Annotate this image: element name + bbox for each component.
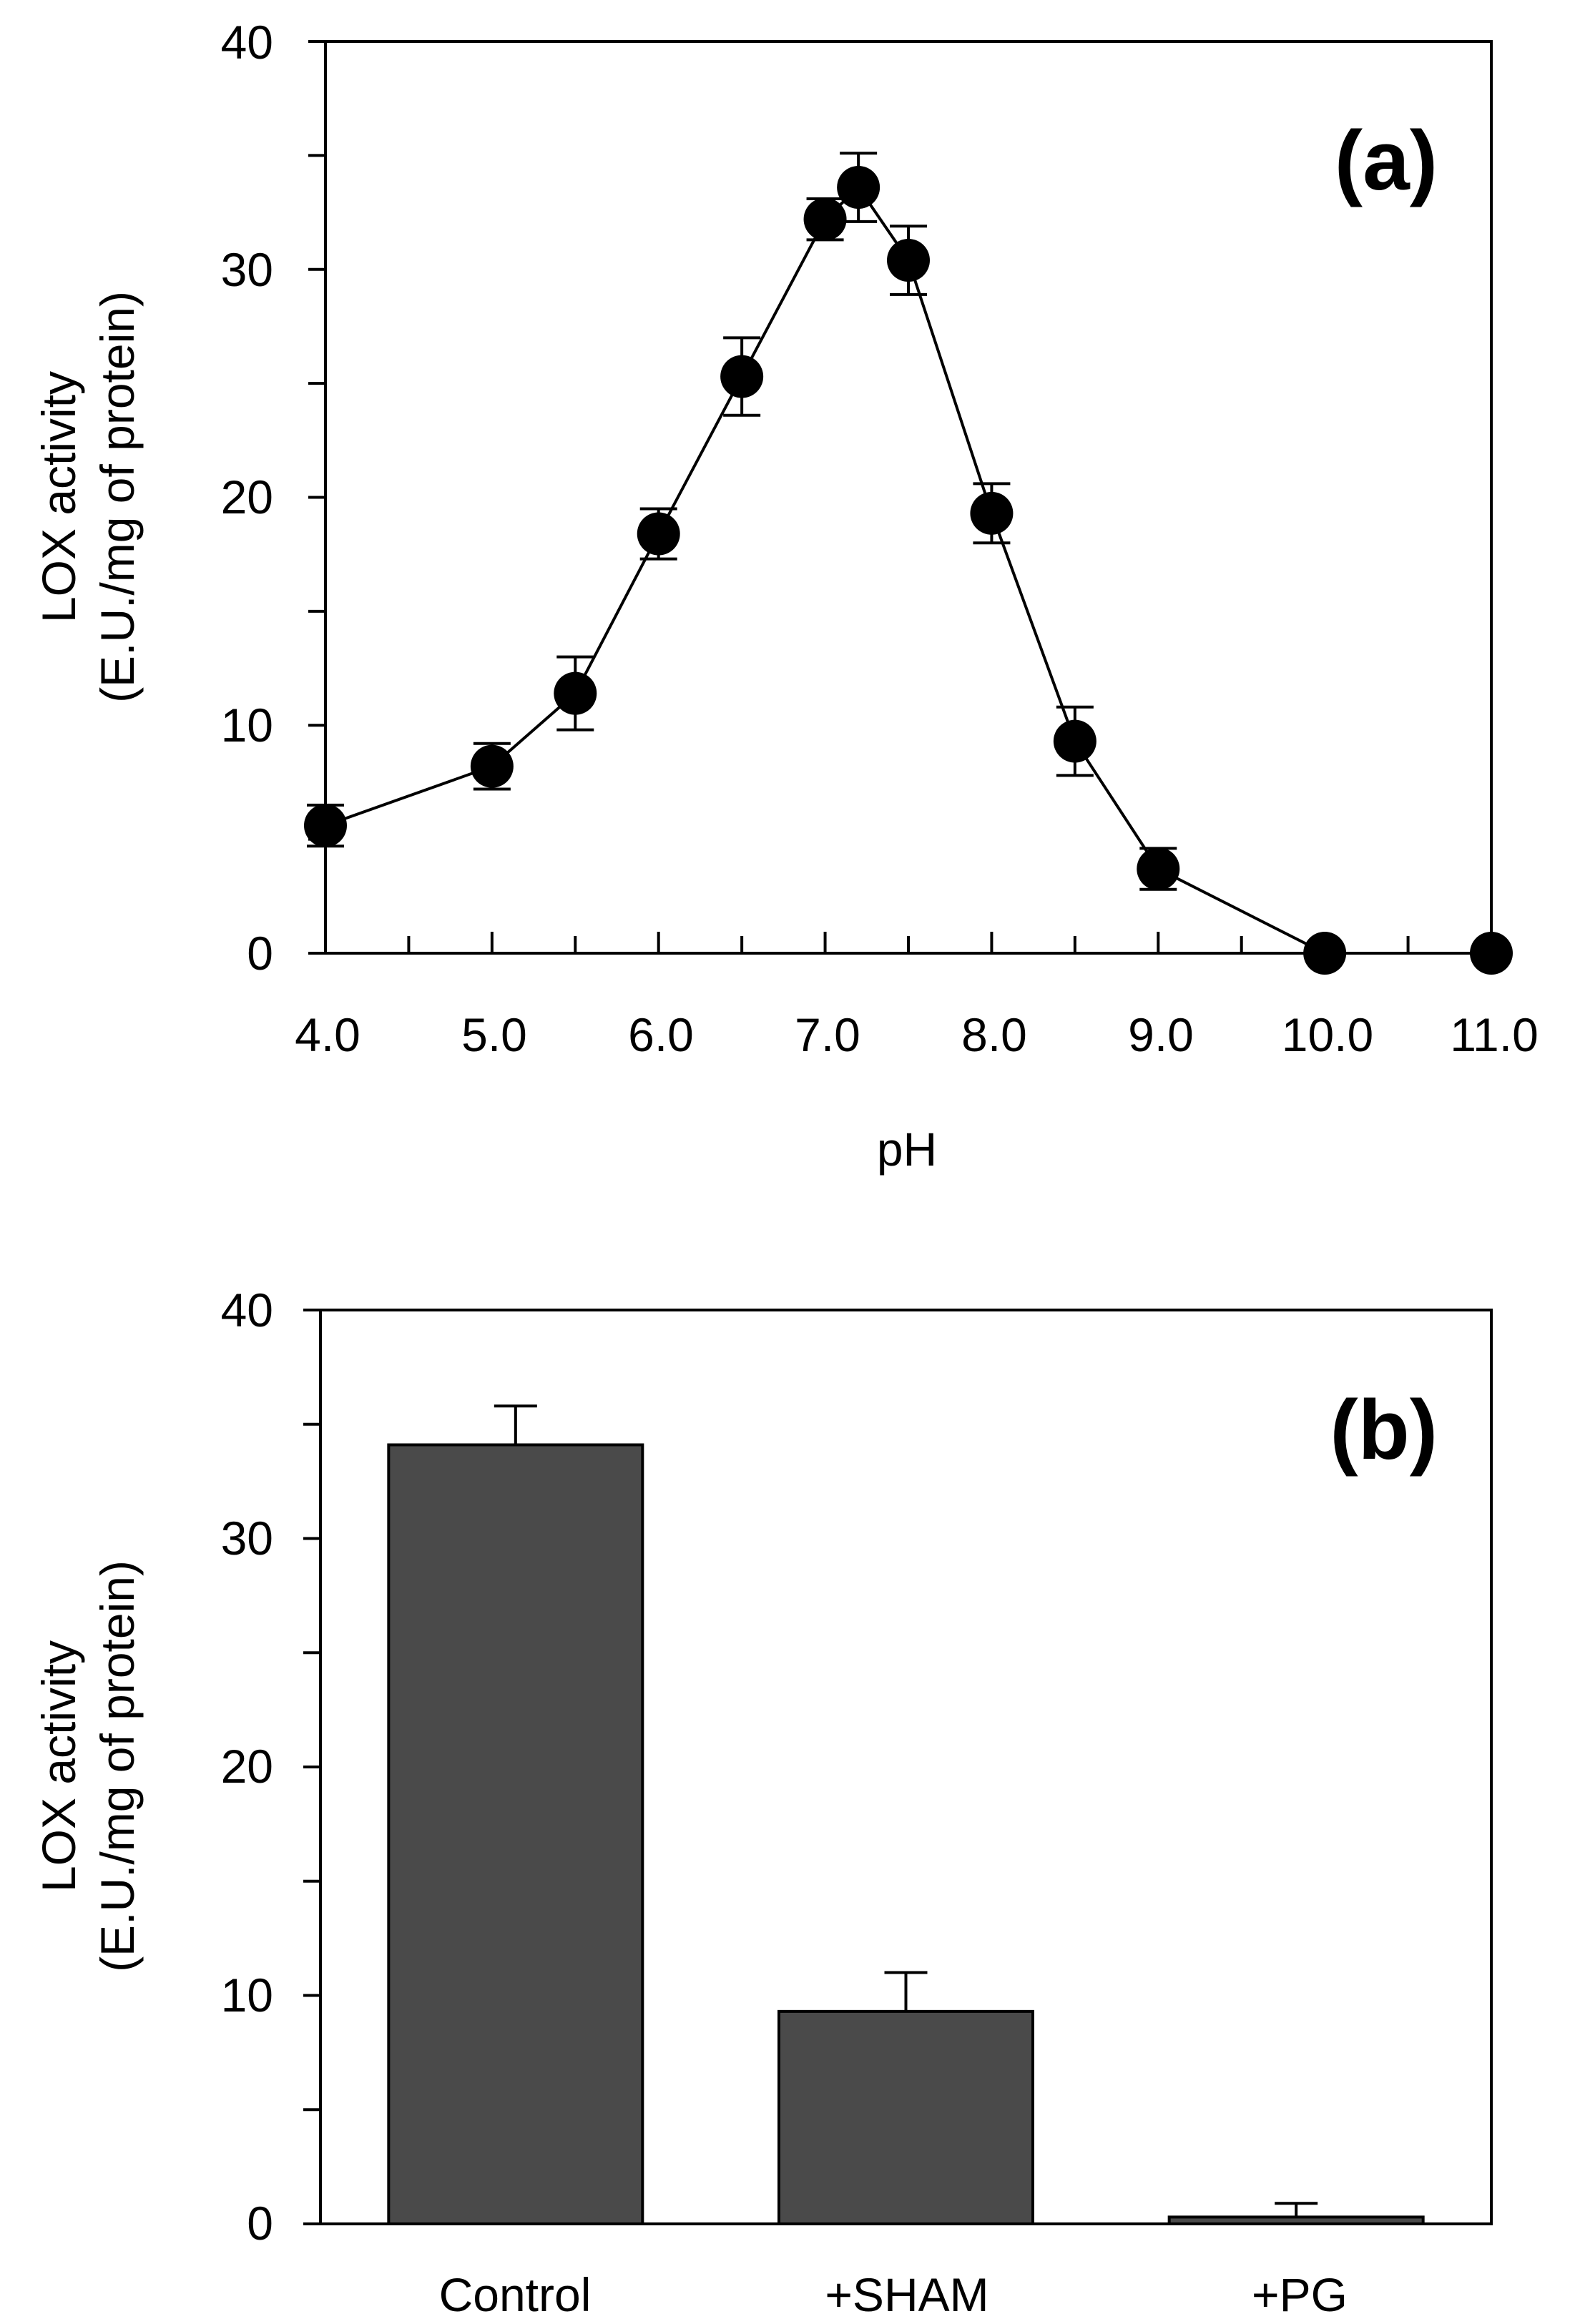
panel-a-label: (a) [1335, 114, 1438, 208]
panel-b-category-label: +PG [1252, 2268, 1348, 2321]
panel-a-data-point [470, 744, 514, 788]
panel-b-error-bar [884, 1971, 928, 2012]
panel-b-y-tick-label: 40 [221, 1284, 273, 1336]
panel-a-data-point [554, 671, 597, 715]
panel-a-y-tick-label: 20 [221, 471, 273, 523]
panel-a-data-point [304, 804, 347, 847]
panel-a-x-tick-label: 7.0 [795, 1008, 860, 1061]
panel-a-y-tick-label: 30 [221, 243, 273, 296]
panel-b-error-bar [494, 1404, 537, 1445]
panel-a-y-axis-title-line2: (E.U./mg of protein) [91, 291, 144, 703]
panel-b-label: (b) [1330, 1383, 1438, 1477]
panel-b-y-tick-label: 20 [221, 1740, 273, 1793]
panel-a-data-point [1137, 847, 1180, 891]
panel-b-y-tick-label: 10 [221, 1969, 273, 2022]
panel-b-category-label: Control [439, 2268, 592, 2321]
panel-a-data-point [1470, 932, 1513, 975]
panel-a-data-point [803, 197, 847, 241]
panel-a-y-tick-label: 10 [221, 699, 273, 752]
panel-b-category-label: +SHAM [825, 2268, 988, 2321]
panel-a-x-tick-label: 11.0 [1450, 1008, 1539, 1061]
panel-a-x-tick-label: 5.0 [461, 1008, 527, 1061]
panel-a-points [304, 166, 1513, 975]
panel-a-line [325, 184, 1491, 955]
panel-a-data-point [887, 239, 930, 282]
panel-b-bar [1167, 2215, 1425, 2226]
panel-a-data-point [720, 355, 764, 398]
panel-a-data-point [970, 491, 1014, 535]
panel-a-x-tick-label: 9.0 [1128, 1008, 1194, 1061]
panel-a-data-point [1053, 719, 1096, 763]
panel-b-y-axis-title-line2: (E.U./mg of protein) [91, 1560, 144, 1972]
panel-a-data-point [1303, 932, 1347, 975]
panel-b-y-tick-label: 30 [221, 1512, 273, 1565]
panel-a-y-tick-label: 0 [247, 927, 273, 980]
panel-a-x-axis-title: pH [877, 1123, 937, 1176]
panel-b-bar [777, 2009, 1034, 2225]
panel-a-y-axis-title-line1: LOX activity [32, 371, 85, 623]
panel-a-data-point [637, 512, 680, 556]
panel-a-x-tick-label: 8.0 [961, 1008, 1027, 1061]
panel-b-error-bars [494, 1404, 1318, 2217]
panel-a-y-tick-label: 40 [221, 16, 273, 69]
panel-a: 0 10 20 30 40 4.0 5.0 6.0 7.0 8.0 9.0 10… [32, 16, 1539, 1176]
panel-b-y-tick-label: 0 [247, 2197, 273, 2250]
panel-a-error-bars [307, 152, 1177, 891]
panel-a-x-tick-label: 6.0 [628, 1008, 694, 1061]
panel-b-bars [387, 1443, 1425, 2226]
panel-b-y-ticks [303, 1309, 320, 2225]
panel-a-frame [324, 40, 1493, 955]
panel-b-y-axis-title-line1: LOX activity [32, 1640, 85, 1892]
panel-a-series-line [325, 184, 1491, 955]
panel-b: 0 10 20 30 40 Control +SHAM +PG LOX acti… [32, 1284, 1493, 2321]
panel-b-bar [387, 1443, 644, 2225]
panel-a-x-tick-label: 4.0 [295, 1008, 360, 1061]
panel-a-x-tick-label: 10.0 [1282, 1008, 1373, 1061]
panel-b-error-bar [1275, 2202, 1318, 2217]
panel-a-data-point [837, 166, 880, 209]
